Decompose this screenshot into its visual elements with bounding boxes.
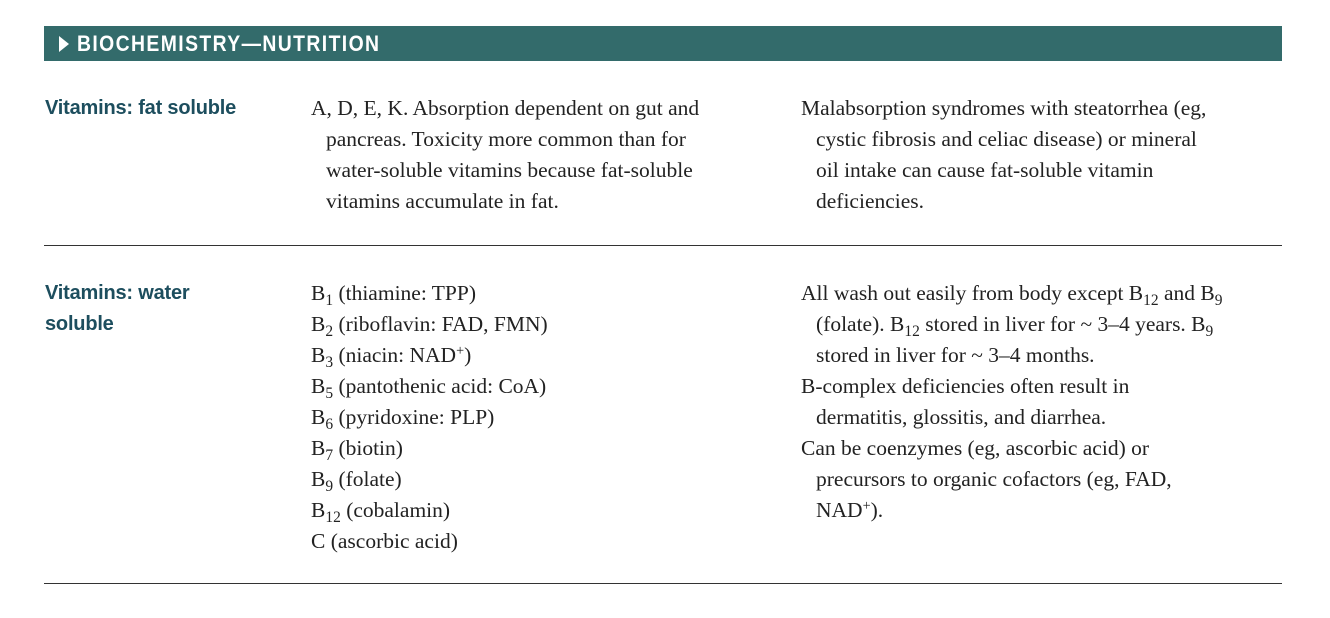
row-label-fat-soluble: Vitamins: fat soluble — [45, 93, 275, 124]
vitamin-list-item: B5 (pantothenic acid: CoA) — [311, 374, 547, 402]
text-line: Malabsorption syndromes with steatorrhea… — [801, 96, 1207, 120]
text-line: pancreas. Toxicity more common than for — [326, 127, 686, 151]
section-header: BIOCHEMISTRY—NUTRITION — [44, 26, 1282, 61]
text-line: A, D, E, K. Absorption dependent on gut … — [311, 96, 700, 120]
row-divider — [44, 245, 1282, 246]
row-label-line: Vitamins: water — [45, 282, 190, 304]
section-title: BIOCHEMISTRY—NUTRITION — [77, 30, 381, 56]
vitamin-list-item: B1 (thiamine: TPP) — [311, 281, 477, 309]
vitamin-list-item: B9 (folate) — [311, 467, 402, 495]
row-divider — [44, 583, 1282, 584]
vitamin-list-item: C (ascorbic acid) — [311, 529, 458, 553]
fat-soluble-notes: Malabsorption syndromes with steatorrhea… — [801, 93, 1271, 217]
vitamin-list-item: B12 (cobalamin) — [311, 498, 451, 526]
text-line: Can be coenzymes (eg, ascorbic acid) or — [801, 436, 1150, 460]
text-line: water-soluble vitamins because fat-solub… — [326, 158, 693, 182]
row-label-line: Vitamins: fat soluble — [45, 97, 237, 119]
vitamin-list-item: B7 (biotin) — [311, 436, 403, 464]
text-line: (folate). B12 stored in liver for ~ 3–4 … — [816, 312, 1214, 340]
text-line: cystic fibrosis and celiac disease) or m… — [816, 127, 1197, 151]
right-triangle-icon — [59, 35, 69, 52]
text-line: deficiencies. — [816, 189, 925, 213]
text-line: stored in liver for ~ 3–4 months. — [816, 343, 1095, 367]
vitamin-list-item: B3 (niacin: NAD+) — [311, 342, 472, 371]
text-line: vitamins accumulate in fat. — [326, 189, 559, 213]
vitamin-list-item: B6 (pyridoxine: PLP) — [311, 405, 495, 433]
vitamin-list: B1 (thiamine: TPP) B2 (riboflavin: FAD, … — [311, 278, 781, 557]
text-line: precursors to organic cofactors (eg, FAD… — [816, 467, 1172, 491]
text-line: B-complex deficiencies often result in — [801, 374, 1130, 398]
vitamin-list-item: B2 (riboflavin: FAD, FMN) — [311, 312, 548, 340]
fat-soluble-description: A, D, E, K. Absorption dependent on gut … — [311, 93, 781, 217]
water-soluble-notes: All wash out easily from body except B12… — [801, 278, 1271, 526]
text-line: NAD+). — [816, 497, 884, 522]
text-line: dermatitis, glossitis, and diarrhea. — [816, 405, 1107, 429]
row-label-water-soluble: Vitamins: water soluble — [45, 278, 275, 340]
row-label-line: soluble — [45, 313, 114, 335]
text-line: All wash out easily from body except B12… — [801, 281, 1223, 309]
text-line: oil intake can cause fat-soluble vitamin — [816, 158, 1154, 182]
